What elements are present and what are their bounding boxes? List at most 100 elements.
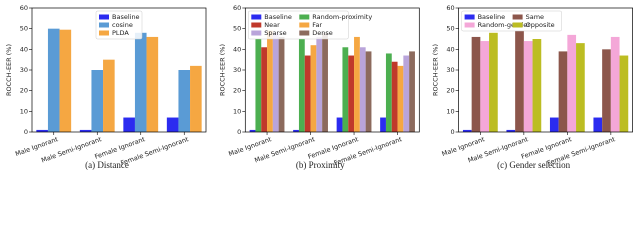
y-tick-label: 0: [237, 128, 241, 136]
bar: [593, 117, 603, 132]
legend-label: Baseline: [478, 13, 506, 21]
legend-swatch: [464, 14, 475, 20]
bar: [278, 36, 285, 132]
y-tick-label: 10: [446, 107, 454, 115]
bar: [549, 117, 559, 132]
y-axis-label: ROCCH-EER (%): [5, 44, 13, 96]
bar: [610, 36, 620, 132]
legend-label: Dense: [312, 29, 333, 37]
bar: [619, 55, 629, 132]
legend-label: PLDA: [112, 29, 129, 37]
bar: [103, 59, 115, 132]
bar: [602, 49, 611, 133]
bar: [385, 53, 392, 132]
legend-swatch: [99, 14, 109, 20]
y-tick-label: 10: [20, 107, 28, 115]
y-axis-label: ROCCH-EER (%): [432, 44, 440, 96]
bar: [249, 129, 256, 132]
legend-label: Sparse: [264, 29, 286, 37]
bar: [272, 32, 279, 132]
bar: [342, 47, 349, 133]
legend-box: [248, 10, 349, 40]
legend-swatch: [299, 14, 310, 20]
bar: [79, 129, 92, 132]
bar: [532, 39, 542, 132]
bar: [403, 55, 410, 132]
bar: [316, 36, 323, 132]
y-tick-label: 50: [20, 25, 28, 33]
bar: [354, 36, 360, 132]
bar: [365, 51, 372, 132]
bar: [298, 39, 305, 132]
bar: [59, 29, 72, 133]
legend-swatch: [512, 14, 523, 20]
legend-swatch: [512, 22, 523, 28]
legend-label: Random-proximity: [312, 13, 372, 21]
bar: [293, 129, 299, 132]
bar: [558, 51, 568, 132]
bar: [310, 45, 317, 133]
y-tick-label: 30: [446, 66, 454, 74]
legend-swatch: [464, 22, 475, 28]
y-tick-label: 20: [233, 87, 241, 95]
bar: [134, 32, 147, 132]
bar: [336, 117, 343, 132]
bar: [391, 61, 398, 132]
bar: [515, 30, 524, 132]
bar: [178, 70, 191, 132]
bar: [255, 39, 262, 132]
y-tick-label: 20: [20, 87, 28, 95]
bar: [348, 55, 355, 132]
y-tick-label: 40: [233, 45, 241, 53]
caption: (c) Gender selection: [497, 160, 570, 170]
y-tick-label: 60: [20, 4, 28, 12]
legend-swatch: [299, 30, 310, 36]
legend-swatch: [251, 14, 262, 20]
y-tick-label: 60: [233, 4, 241, 12]
bar: [506, 129, 516, 132]
bar: [489, 32, 498, 132]
y-tick-label: 20: [446, 87, 454, 95]
legend-swatch: [299, 22, 310, 28]
plot-frame: [458, 7, 633, 133]
legend-swatch: [99, 22, 109, 28]
bar: [123, 117, 135, 132]
legend-label: Far: [312, 21, 322, 29]
legend-label: Same: [526, 13, 544, 21]
legend-swatch: [99, 30, 109, 36]
y-tick-label: 0: [24, 128, 28, 136]
bar: [397, 65, 404, 132]
bar: [409, 51, 415, 132]
caption: (b) Proximity: [296, 160, 345, 170]
y-tick-label: 60: [446, 4, 454, 12]
bar: [261, 47, 268, 133]
legend-label: cosine: [112, 21, 133, 29]
y-axis-label: ROCCH-EER (%): [218, 44, 226, 96]
y-tick-label: 0: [450, 128, 454, 136]
bar: [304, 55, 311, 132]
caption: (a) Distance: [85, 160, 129, 170]
y-tick-label: 40: [446, 45, 454, 53]
y-tick-label: 40: [20, 45, 28, 53]
bar: [480, 41, 490, 132]
bar: [380, 117, 386, 132]
bar: [322, 32, 328, 132]
legend-label: Baseline: [112, 13, 140, 21]
bar: [471, 36, 481, 132]
y-tick-label: 50: [233, 25, 241, 33]
legend-label: Opposite: [526, 21, 555, 29]
bar: [359, 47, 366, 133]
y-tick-label: 50: [446, 25, 454, 33]
bar: [146, 36, 159, 132]
bar: [91, 70, 104, 132]
bar: [523, 41, 533, 132]
y-tick-label: 30: [233, 66, 241, 74]
legend-swatch: [251, 22, 262, 28]
bar: [166, 117, 179, 132]
legend-swatch: [251, 30, 262, 36]
bar: [36, 129, 48, 132]
plot-frame: [31, 7, 207, 133]
